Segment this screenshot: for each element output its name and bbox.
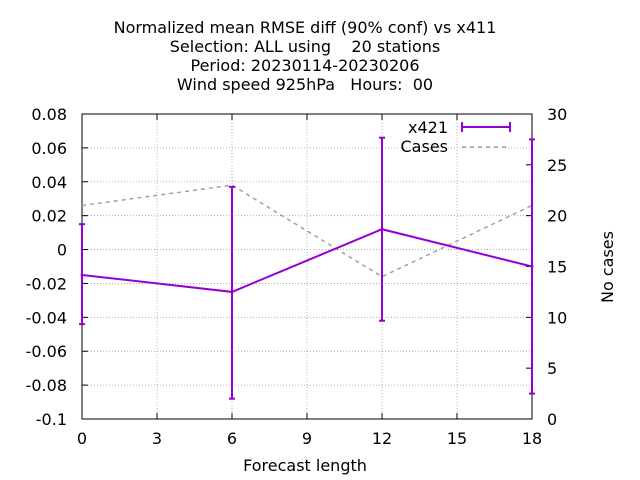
y-axis: -0.1 -0.08 -0.06 -0.04 -0.02 0 0.02 0.04 0.06 0.0… bbox=[26, 105, 88, 429]
chart-title: Normalized mean RMSE diff (90% conf) vs … bbox=[114, 18, 497, 94]
x421-point bbox=[80, 273, 84, 277]
y-tick-label: -0.04 bbox=[26, 308, 67, 327]
y-tick-label: 0.06 bbox=[31, 139, 67, 158]
x-tick-label: 0 bbox=[77, 429, 87, 448]
x-tick-label: 9 bbox=[302, 429, 312, 448]
x421-point bbox=[380, 227, 384, 231]
y-tick-label: 0.04 bbox=[31, 173, 67, 192]
legend: x421 Cases bbox=[401, 118, 511, 156]
legend-label-cases: Cases bbox=[401, 137, 449, 156]
grid bbox=[82, 114, 532, 419]
y-tick-label: 0.08 bbox=[31, 105, 67, 124]
cases-line bbox=[81, 184, 533, 278]
y2-tick-label: 0 bbox=[547, 410, 557, 429]
y2-tick-label: 25 bbox=[547, 156, 567, 175]
x-tick-label: 6 bbox=[227, 429, 237, 448]
x421-line bbox=[81, 228, 533, 293]
y-tick-label: -0.08 bbox=[26, 376, 67, 395]
x421-point bbox=[230, 290, 234, 294]
y2-axis-label: No cases bbox=[598, 231, 617, 303]
x-tick-label: 15 bbox=[447, 429, 467, 448]
series-cases bbox=[81, 184, 533, 278]
y-tick-label: -0.06 bbox=[26, 342, 67, 361]
y2-tick-label: 30 bbox=[547, 105, 567, 124]
x-tick-label: 18 bbox=[522, 429, 542, 448]
y2-tick-label: 15 bbox=[547, 258, 567, 277]
y-tick-label: -0.02 bbox=[26, 274, 67, 293]
y-tick-label: 0 bbox=[57, 241, 67, 260]
y-tick-label: 0.02 bbox=[31, 207, 67, 226]
y-tick-label: -0.1 bbox=[36, 410, 67, 429]
x-axis: 0 3 6 9 12 15 18 bbox=[77, 114, 542, 448]
x-axis-label: Forecast length bbox=[243, 456, 367, 475]
title-line-4: Wind speed 925hPa Hours: 00 bbox=[177, 75, 433, 94]
x-tick-label: 12 bbox=[372, 429, 392, 448]
title-line-2: Selection: ALL using 20 stations bbox=[170, 37, 440, 56]
y2-tick-label: 10 bbox=[547, 308, 567, 327]
series-x421 bbox=[79, 136, 535, 400]
x421-point bbox=[530, 265, 534, 268]
x-tick-label: 3 bbox=[152, 429, 162, 448]
title-line-1: Normalized mean RMSE diff (90% conf) vs … bbox=[114, 18, 497, 37]
legend-label-x421: x421 bbox=[408, 118, 448, 137]
y2-tick-label: 20 bbox=[547, 207, 567, 226]
y2-tick-label: 5 bbox=[547, 359, 557, 378]
title-line-3: Period: 20230114-20230206 bbox=[190, 56, 419, 75]
